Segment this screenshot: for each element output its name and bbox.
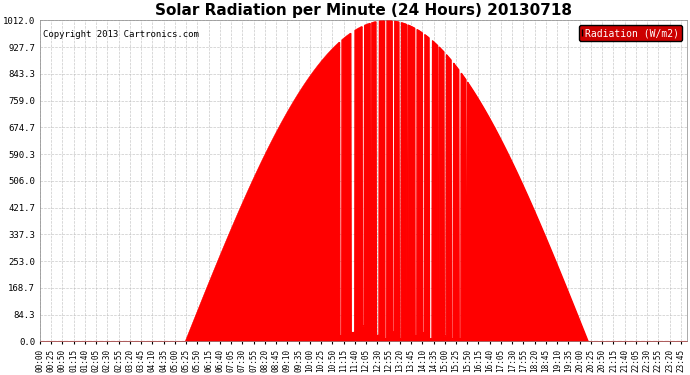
Text: Copyright 2013 Cartronics.com: Copyright 2013 Cartronics.com: [43, 30, 199, 39]
Title: Solar Radiation per Minute (24 Hours) 20130718: Solar Radiation per Minute (24 Hours) 20…: [155, 3, 572, 18]
Legend: Radiation (W/m2): Radiation (W/m2): [579, 25, 682, 41]
